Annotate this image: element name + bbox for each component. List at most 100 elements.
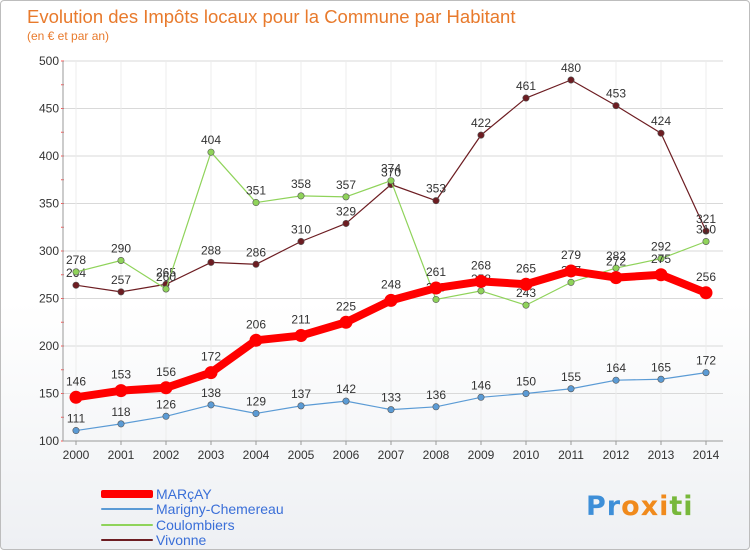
legend-item: Coulombiers bbox=[101, 516, 235, 533]
data-label: 257 bbox=[111, 273, 131, 287]
data-label: 136 bbox=[426, 388, 446, 402]
data-point bbox=[432, 295, 440, 303]
y-tick-label: 300 bbox=[39, 244, 59, 258]
data-label: 165 bbox=[651, 360, 671, 374]
x-tick-label: 2000 bbox=[63, 448, 90, 462]
data-point bbox=[297, 238, 305, 246]
data-label: 150 bbox=[516, 375, 536, 389]
legend-swatch bbox=[101, 489, 153, 498]
data-label: 268 bbox=[471, 258, 491, 272]
data-point bbox=[252, 409, 260, 417]
legend-label: Coulombiers bbox=[156, 516, 235, 533]
data-point bbox=[342, 397, 350, 405]
data-point bbox=[612, 102, 620, 110]
data-point bbox=[117, 288, 125, 296]
x-tick-label: 2012 bbox=[603, 448, 630, 462]
data-point bbox=[567, 76, 575, 84]
data-point bbox=[567, 385, 575, 393]
chart-subtitle: (en € et par an) bbox=[27, 29, 110, 43]
data-point bbox=[342, 193, 350, 201]
x-tick-label: 2013 bbox=[648, 448, 675, 462]
data-point bbox=[477, 393, 485, 401]
data-point bbox=[162, 412, 170, 420]
legend-swatch bbox=[101, 507, 153, 510]
y-tick-label: 400 bbox=[39, 149, 59, 163]
data-point bbox=[342, 219, 350, 227]
legend-item: MARçAY bbox=[101, 485, 212, 502]
data-label: 351 bbox=[246, 184, 266, 198]
logo-letter: x bbox=[640, 491, 660, 522]
data-point bbox=[387, 177, 395, 185]
data-label: 272 bbox=[606, 255, 626, 269]
y-tick-label: 150 bbox=[39, 387, 59, 401]
data-point bbox=[432, 197, 440, 205]
data-point bbox=[522, 94, 530, 102]
data-label: 480 bbox=[561, 61, 581, 75]
logo-letter: i bbox=[683, 491, 694, 522]
x-tick-label: 2001 bbox=[108, 448, 135, 462]
x-tick-label: 2008 bbox=[423, 448, 450, 462]
data-point bbox=[429, 281, 443, 295]
data-point bbox=[72, 281, 80, 289]
data-label: 370 bbox=[381, 166, 401, 180]
data-point bbox=[207, 148, 215, 156]
data-point bbox=[252, 199, 260, 207]
data-label: 288 bbox=[201, 243, 221, 257]
data-point bbox=[249, 333, 263, 347]
data-point bbox=[207, 401, 215, 409]
data-point bbox=[432, 403, 440, 411]
x-tick-label: 2003 bbox=[198, 448, 225, 462]
data-point bbox=[657, 375, 665, 383]
logo-letter: t bbox=[669, 491, 684, 522]
data-label: 118 bbox=[111, 405, 130, 419]
legend-item: Vivonne bbox=[101, 532, 206, 548]
data-label: 142 bbox=[336, 382, 356, 396]
data-label: 243 bbox=[516, 286, 536, 300]
data-label: 292 bbox=[651, 240, 671, 254]
x-tick-label: 2014 bbox=[693, 448, 720, 462]
data-label: 453 bbox=[606, 87, 626, 101]
y-tick-label: 350 bbox=[39, 197, 59, 211]
data-label: 290 bbox=[111, 242, 131, 256]
y-tick-label: 200 bbox=[39, 339, 59, 353]
x-tick-label: 2004 bbox=[243, 448, 270, 462]
data-point bbox=[519, 277, 533, 291]
legend-label: MARçAY bbox=[156, 485, 212, 502]
data-label: 164 bbox=[606, 361, 626, 375]
y-tick-label: 500 bbox=[39, 54, 59, 68]
data-label: 155 bbox=[561, 370, 581, 384]
data-label: 256 bbox=[696, 270, 716, 284]
data-label: 126 bbox=[156, 397, 176, 411]
data-label: 424 bbox=[651, 114, 671, 128]
data-point bbox=[477, 287, 485, 295]
data-label: 286 bbox=[246, 245, 266, 259]
data-point bbox=[657, 129, 665, 137]
data-point bbox=[162, 285, 170, 293]
legend-swatch bbox=[101, 523, 153, 526]
data-point bbox=[69, 390, 83, 404]
data-point bbox=[522, 301, 530, 309]
data-label: 374 bbox=[381, 162, 401, 176]
data-label: 153 bbox=[111, 368, 131, 382]
logo-letter: P bbox=[586, 491, 607, 522]
data-label: 248 bbox=[381, 277, 401, 291]
data-label: 310 bbox=[696, 223, 716, 237]
proxiti-logo: Proxiti bbox=[586, 491, 694, 522]
data-point bbox=[699, 286, 713, 300]
data-label: 206 bbox=[246, 317, 266, 331]
data-label: 129 bbox=[246, 394, 266, 408]
data-point bbox=[654, 268, 668, 282]
data-label: 137 bbox=[291, 387, 311, 401]
data-label: 225 bbox=[336, 299, 356, 313]
x-tick-label: 2010 bbox=[513, 448, 540, 462]
data-label: 404 bbox=[201, 133, 221, 147]
data-label: 211 bbox=[291, 313, 310, 327]
data-label: 461 bbox=[516, 79, 536, 93]
data-label: 172 bbox=[201, 350, 221, 364]
data-point bbox=[294, 329, 308, 343]
x-tick-label: 2006 bbox=[333, 448, 360, 462]
data-point bbox=[702, 227, 710, 235]
data-label: 156 bbox=[156, 365, 176, 379]
